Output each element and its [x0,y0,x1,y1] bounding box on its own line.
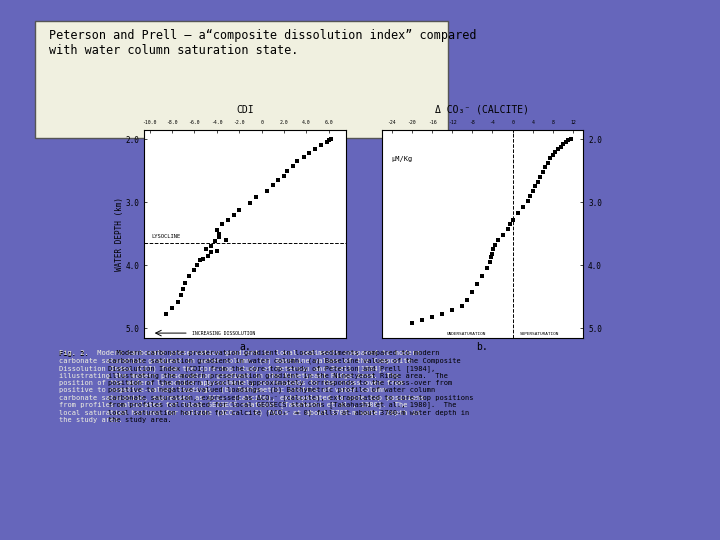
Title: Δ CO₃⁻ (CALCITE): Δ CO₃⁻ (CALCITE) [436,105,529,115]
Text: Modern carbonate preservation gradient in local sediments compared to modern
car: Modern carbonate preservation gradient i… [107,350,473,423]
Text: SUPERSATURATION: SUPERSATURATION [521,332,559,336]
Text: Fig. 2.  Modern carbonate preservation gradient in local sediments compared to m: Fig. 2. Modern carbonate preservation gr… [59,350,424,423]
FancyBboxPatch shape [35,21,448,138]
Text: Peterson and Prell – a“composite dissolution index” compared
with water column s: Peterson and Prell – a“composite dissolu… [49,29,476,57]
Text: Fig. 2.: Fig. 2. [59,350,89,357]
Text: μM/Kg: μM/Kg [392,156,413,162]
Text: INCREASING DISSOLUTION: INCREASING DISSOLUTION [192,330,256,335]
Text: b.: b. [477,342,488,352]
Title: CDI: CDI [236,105,253,115]
Text: LYSOCLINE: LYSOCLINE [152,234,181,239]
Text: UNDERSATURATION: UNDERSATURATION [447,332,487,336]
Y-axis label: WATER DEPTH (km): WATER DEPTH (km) [115,197,124,271]
Text: a.: a. [239,342,251,352]
